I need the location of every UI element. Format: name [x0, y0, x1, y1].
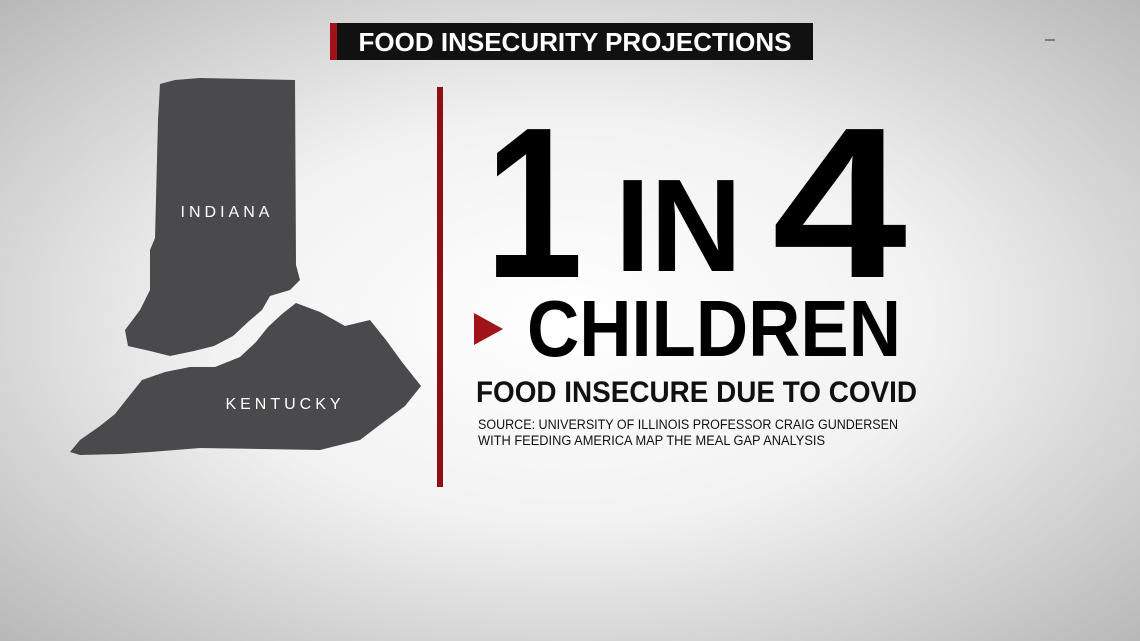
indiana-shape — [125, 78, 300, 356]
state-label: KENTUCKY — [225, 396, 344, 413]
subhead: FOOD INSECURE DUE TO COVID — [476, 376, 917, 409]
title-box — [337, 23, 813, 60]
kentucky-shape — [70, 303, 421, 455]
headline-number: 1 — [485, 82, 583, 323]
headline-connector: IN — [615, 152, 742, 299]
state-label: INDIANA — [181, 204, 274, 221]
source-line: WITH FEEDING AMERICA MAP THE MEAL GAP AN… — [478, 433, 825, 448]
title-accent — [330, 23, 337, 60]
headline-total: 4 — [772, 82, 907, 323]
source-line: SOURCE: UNIVERSITY OF ILLINOIS PROFESSOR… — [478, 417, 898, 432]
title: FOOD INSECURITY PROJECTIONS — [359, 27, 792, 57]
pointer-triangle — [474, 313, 503, 345]
divider — [437, 87, 443, 487]
subject: CHILDREN — [527, 284, 901, 373]
